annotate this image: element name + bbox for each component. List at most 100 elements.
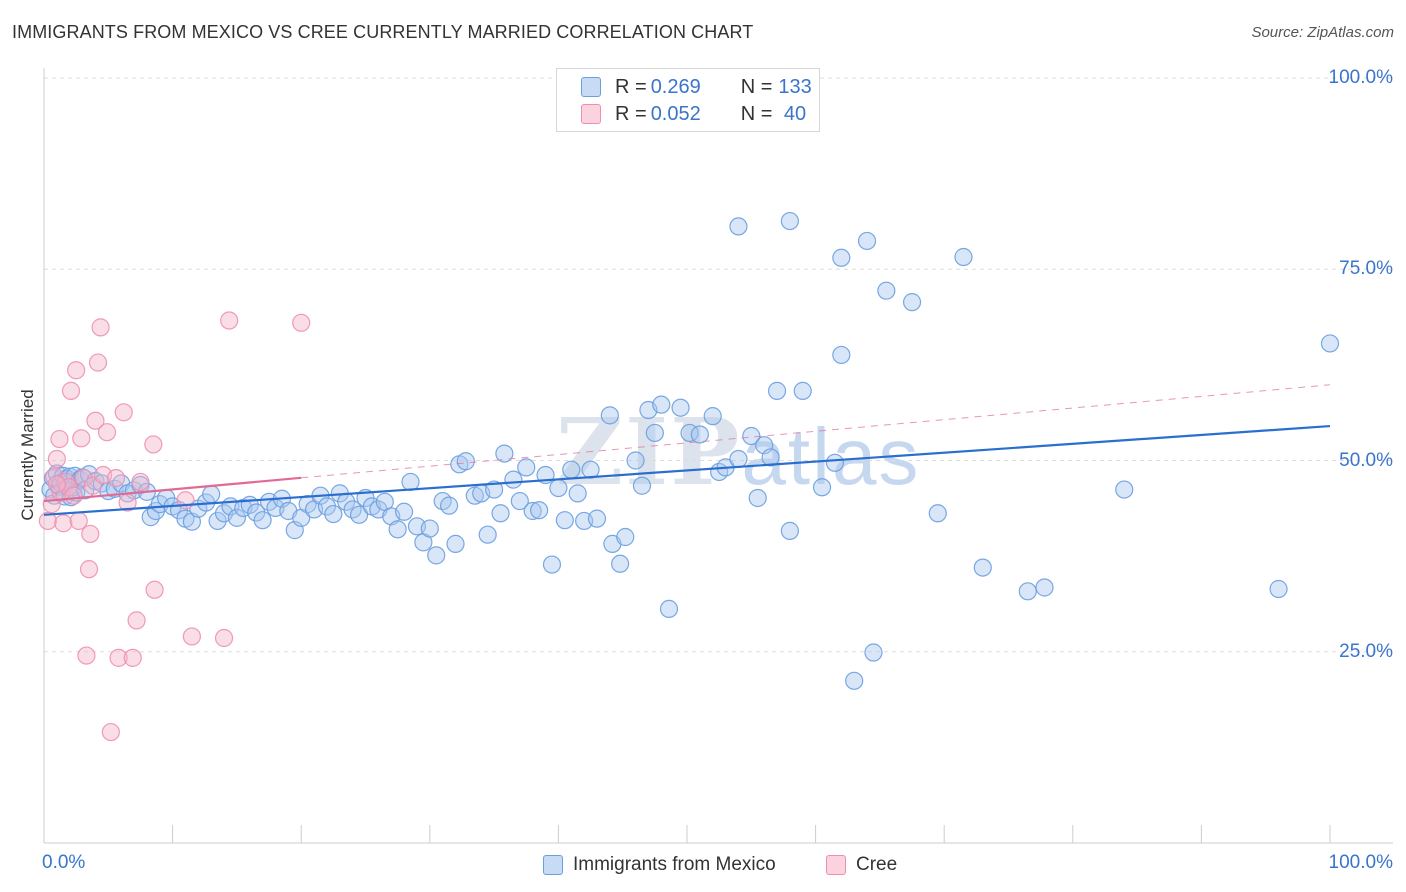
- data-point: [101, 722, 120, 742]
- data-point: [600, 406, 619, 425]
- r-label: R =: [615, 102, 647, 125]
- data-point: [253, 511, 272, 530]
- data-point: [127, 611, 146, 630]
- data-point: [77, 646, 96, 665]
- data-point: [50, 429, 69, 449]
- data-point: [954, 247, 973, 267]
- data-point: [64, 486, 83, 505]
- legend-swatch-cree: [826, 855, 846, 875]
- r-label: R =: [615, 75, 647, 98]
- data-point: [812, 478, 832, 497]
- data-point: [114, 403, 133, 422]
- data-point: [542, 555, 562, 574]
- r-value: 0.052: [650, 102, 701, 125]
- data-point: [394, 502, 414, 521]
- series-cree-points: [38, 311, 311, 742]
- data-point: [79, 560, 99, 579]
- n-value: 40: [778, 102, 807, 125]
- data-point: [510, 491, 529, 511]
- data-point: [91, 318, 110, 337]
- data-point: [761, 448, 780, 467]
- data-point: [54, 514, 73, 533]
- data-point: [38, 511, 57, 531]
- data-point: [349, 505, 369, 524]
- data-point: [825, 453, 844, 472]
- data-point: [109, 648, 128, 667]
- data-point: [420, 519, 439, 538]
- data-point: [729, 217, 748, 236]
- data-point: [388, 520, 407, 539]
- data-point: [877, 281, 896, 300]
- data-point: [182, 627, 201, 646]
- data-point: [793, 381, 812, 400]
- data-point: [61, 381, 81, 400]
- y-tick-label: 75.0%: [1339, 258, 1393, 280]
- series-legend: Immigrants from Mexico Cree: [0, 852, 1406, 878]
- data-point: [549, 478, 568, 498]
- data-point: [1115, 480, 1134, 499]
- data-point: [1269, 579, 1288, 599]
- data-point: [227, 508, 246, 527]
- data-point: [214, 628, 234, 648]
- data-point: [292, 313, 311, 332]
- data-point: [47, 475, 66, 494]
- data-point: [703, 407, 722, 426]
- data-point: [145, 580, 164, 599]
- data-point: [144, 435, 163, 454]
- trend-line-mexico: [43, 424, 1331, 516]
- data-point: [401, 472, 420, 492]
- data-point: [67, 361, 86, 380]
- data-point: [864, 643, 883, 662]
- data-point: [690, 425, 709, 444]
- data-point: [324, 504, 343, 524]
- legend-swatch-cree: [581, 104, 601, 124]
- y-tick-label: 50.0%: [1339, 449, 1393, 471]
- data-point: [748, 488, 767, 508]
- r-value: 0.269: [650, 75, 701, 98]
- y-tick-label: 100.0%: [1328, 67, 1393, 88]
- data-point: [632, 476, 652, 495]
- data-point: [88, 353, 108, 372]
- x-tick-label-max: 100.0%: [1328, 852, 1393, 873]
- legend-swatch-mexico: [543, 855, 563, 875]
- data-point: [446, 534, 465, 553]
- data-point: [491, 504, 510, 523]
- n-value: 133: [778, 75, 812, 98]
- data-point: [81, 524, 100, 544]
- stats-legend-row-cree: R = 0.052 N = 40: [581, 101, 806, 127]
- y-tick-label: 25.0%: [1339, 640, 1393, 662]
- legend-label-cree: Cree: [856, 854, 898, 875]
- data-point: [504, 470, 523, 489]
- data-point: [495, 444, 514, 463]
- data-point: [97, 423, 117, 442]
- data-point: [1018, 582, 1037, 601]
- data-point: [1320, 334, 1340, 353]
- data-point: [131, 472, 150, 492]
- data-point: [485, 480, 504, 499]
- data-point: [568, 484, 587, 503]
- data-point: [47, 449, 66, 469]
- x-tick-label-min: 0.0%: [42, 852, 86, 873]
- data-point: [659, 599, 679, 619]
- legend-item-mexico[interactable]: Immigrants from Mexico: [543, 852, 776, 878]
- stats-legend: R = 0.269 N = 133 R = 0.052 N = 40: [556, 68, 820, 132]
- chart-title: IMMIGRANTS FROM MEXICO VS CREE CURRENTLY…: [12, 22, 754, 42]
- data-point: [456, 452, 475, 471]
- legend-item-cree[interactable]: Cree: [826, 852, 897, 878]
- points-layer: [38, 211, 1340, 742]
- data-point: [832, 248, 851, 267]
- legend-swatch-mexico: [581, 77, 601, 97]
- data-point: [611, 554, 630, 573]
- n-label: N =: [740, 102, 773, 125]
- source-credit: Source: ZipAtlas.com: [1251, 24, 1394, 41]
- trend-layer: [43, 384, 1331, 516]
- trend-line-cree-solid: [43, 476, 302, 503]
- data-point: [645, 423, 664, 443]
- data-point: [780, 521, 799, 540]
- data-point: [72, 429, 91, 448]
- data-point: [433, 491, 452, 511]
- data-point: [523, 501, 542, 521]
- data-point: [671, 398, 690, 417]
- data-point: [123, 648, 142, 667]
